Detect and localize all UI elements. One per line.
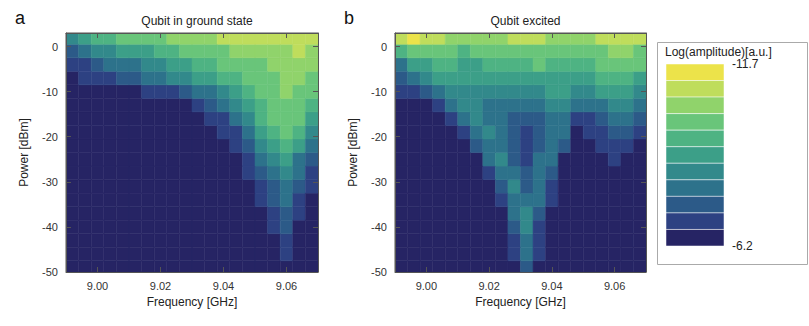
svg-text:-11.7: -11.7 <box>732 57 759 71</box>
svg-text:Power [dBm]: Power [dBm] <box>346 118 360 187</box>
svg-text:9.02: 9.02 <box>150 280 171 292</box>
svg-text:-20: -20 <box>42 131 58 143</box>
svg-text:9.00: 9.00 <box>87 280 108 292</box>
svg-text:-40: -40 <box>371 221 387 233</box>
svg-text:Frequency [GHz]: Frequency [GHz] <box>475 295 566 309</box>
svg-text:-50: -50 <box>371 266 387 278</box>
svg-text:-50: -50 <box>42 266 58 278</box>
svg-text:9.04: 9.04 <box>213 280 234 292</box>
svg-text:Power [dBm]: Power [dBm] <box>17 118 31 187</box>
svg-text:9.06: 9.06 <box>276 280 297 292</box>
svg-text:Log(amplitude)[a.u.]: Log(amplitude)[a.u.] <box>665 45 772 59</box>
svg-text:-40: -40 <box>42 221 58 233</box>
svg-text:-10: -10 <box>371 86 387 98</box>
svg-text:0: 0 <box>52 41 58 53</box>
svg-text:b: b <box>344 8 354 28</box>
svg-text:Qubit excited: Qubit excited <box>490 14 560 28</box>
svg-text:-30: -30 <box>42 176 58 188</box>
svg-text:Frequency [GHz]: Frequency [GHz] <box>147 295 238 309</box>
svg-text:Qubit in ground state: Qubit in ground state <box>141 14 253 28</box>
svg-text:0: 0 <box>381 41 387 53</box>
svg-text:9.04: 9.04 <box>541 280 562 292</box>
svg-text:-10: -10 <box>42 86 58 98</box>
svg-text:-20: -20 <box>371 131 387 143</box>
svg-text:-6.2: -6.2 <box>732 239 753 253</box>
svg-text:9.02: 9.02 <box>478 280 499 292</box>
svg-text:9.00: 9.00 <box>416 280 437 292</box>
svg-text:a: a <box>15 8 26 28</box>
svg-text:-30: -30 <box>371 176 387 188</box>
svg-text:9.06: 9.06 <box>604 280 625 292</box>
